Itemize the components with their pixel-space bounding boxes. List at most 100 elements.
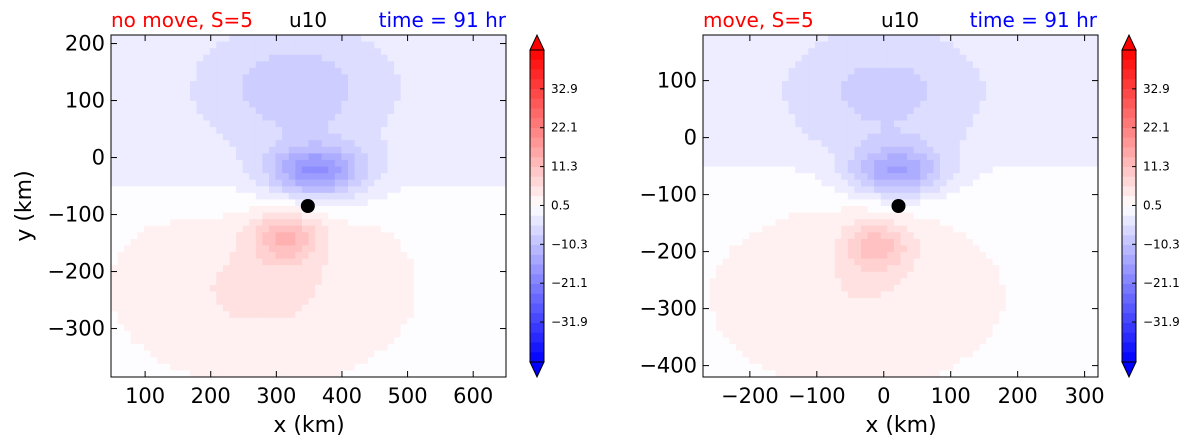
field-cell [841, 61, 849, 69]
field-cell [907, 74, 915, 82]
field-cell [867, 284, 875, 293]
field-cell [229, 74, 237, 82]
field-cell [834, 357, 842, 365]
field-cell [801, 370, 809, 377]
field-cell [920, 54, 928, 62]
field-cell [328, 87, 336, 95]
field-cell [814, 324, 823, 332]
field-cell [400, 74, 408, 82]
field-cell [209, 337, 217, 345]
field-cell [367, 317, 375, 325]
field-cell [716, 113, 724, 122]
field-cell [203, 265, 211, 273]
field-cell [216, 317, 224, 325]
field-cell [768, 232, 777, 240]
field-cell [874, 67, 882, 76]
field-cell [841, 107, 849, 115]
field-cell [407, 350, 415, 358]
field-cell [341, 133, 349, 141]
field-cell [874, 258, 882, 266]
field-cell [735, 54, 744, 62]
field-cell [315, 100, 323, 108]
field-cell [814, 238, 823, 247]
field-cell [828, 212, 836, 220]
field-cell [440, 357, 448, 365]
field-cell [288, 363, 296, 372]
field-cell [440, 291, 448, 299]
field-cell [394, 159, 402, 168]
field-cell [222, 219, 231, 227]
field-cell [275, 225, 283, 233]
field-cell [413, 120, 422, 128]
field-cell [400, 337, 408, 345]
field-cell [229, 35, 237, 43]
field-cell [111, 61, 119, 69]
field-cell [479, 330, 487, 339]
field-cell [249, 100, 257, 108]
field-cell [782, 81, 790, 89]
field-cell [755, 67, 763, 76]
field-cell [361, 219, 369, 227]
field-cell [834, 159, 842, 168]
field-cell [157, 304, 165, 312]
field-cell [874, 252, 882, 260]
field-cell [768, 206, 777, 214]
field-cell [466, 120, 474, 128]
field-cell [828, 61, 836, 69]
field-cell [841, 252, 849, 260]
field-cell [249, 61, 257, 69]
field-cell [176, 81, 185, 89]
field-cell [492, 370, 501, 377]
field-cell [124, 133, 132, 141]
field-cell [183, 133, 191, 141]
field-cell [413, 61, 422, 69]
field-cell [473, 232, 481, 240]
field-cell [486, 324, 494, 332]
field-cell [808, 54, 816, 62]
field-cell [117, 324, 125, 332]
field-cell [847, 35, 856, 43]
field-cell [755, 350, 763, 358]
field-cell [308, 87, 316, 95]
field-cell [282, 212, 290, 220]
field-cell [301, 245, 310, 253]
field-cell [143, 219, 152, 227]
field-cell [880, 232, 888, 240]
field-cell [413, 74, 422, 82]
field-cell [433, 67, 441, 76]
field-cell [722, 298, 730, 306]
field-cell [334, 350, 343, 358]
field-cell [341, 54, 349, 62]
field-cell [157, 81, 165, 89]
field-cell [236, 271, 244, 279]
field-cell [407, 219, 415, 227]
field-cell [459, 219, 468, 227]
field-cell [236, 219, 244, 227]
field-cell [814, 41, 823, 49]
field-cell [907, 94, 915, 102]
field-cell [729, 192, 737, 201]
field-cell [703, 94, 711, 102]
field-cell [893, 324, 902, 332]
field-cell [828, 324, 836, 332]
field-cell [755, 370, 763, 377]
field-cell [288, 35, 296, 43]
field-cell [814, 245, 823, 253]
field-cell [308, 363, 316, 372]
field-cell [341, 120, 349, 128]
field-cell [907, 370, 915, 377]
field-cell [209, 199, 217, 207]
field-cell [887, 199, 895, 207]
field-cell [466, 317, 474, 325]
field-cell [492, 258, 501, 266]
field-cell [170, 179, 178, 187]
field-cell [130, 133, 138, 141]
field-cell [242, 74, 250, 82]
field-cell [814, 330, 823, 339]
field-cell [242, 146, 250, 154]
field-cell [795, 357, 803, 365]
field-cell [367, 212, 375, 220]
field-cell [150, 179, 158, 187]
field-cell [130, 120, 138, 128]
field-cell [893, 87, 902, 95]
